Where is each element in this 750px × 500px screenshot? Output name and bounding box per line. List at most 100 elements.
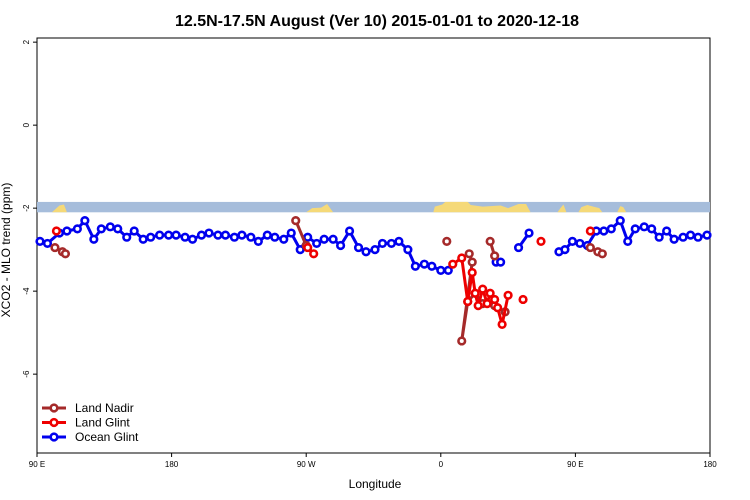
x-tick-label: 90 W	[297, 460, 316, 469]
ocean-band	[37, 201, 710, 213]
ocean-glint-point	[204, 228, 214, 238]
x-tick-label: 90 E	[567, 460, 583, 469]
land-nadir-point	[442, 236, 452, 246]
ocean-glint-point	[436, 265, 446, 276]
ocean-glint-point	[606, 224, 616, 234]
land-nadir-point	[50, 242, 60, 253]
chart-title: 12.5N-17.5N August (Ver 10) 2015-01-01 t…	[175, 13, 579, 30]
plot-frame	[36, 37, 711, 454]
ocean-glint-point	[164, 230, 174, 240]
ocean-glint-point	[35, 236, 45, 246]
ocean-glint-point	[496, 257, 506, 267]
ocean-glint-point	[138, 234, 148, 244]
ocean-glint-point	[410, 261, 420, 271]
x-tick-label: 0	[439, 460, 444, 469]
ocean-glint-point	[427, 261, 437, 271]
ocean-glint-point	[62, 226, 72, 236]
ocean-glint-point	[524, 228, 534, 238]
y-tick-label: -4	[22, 287, 31, 295]
y-tick-label: 0	[22, 122, 31, 127]
ocean-glint-point	[89, 234, 99, 244]
ocean-glint-point	[105, 222, 115, 232]
x-tick-label: 180	[703, 460, 717, 469]
land-nadir-point	[490, 251, 500, 261]
x-axis: 90 E 180 90 W 0 90 E 180	[29, 453, 717, 469]
land-glint-point	[473, 301, 483, 311]
land-glint-point	[303, 242, 313, 253]
ocean-glint-point	[567, 236, 578, 246]
land-glint-point	[493, 303, 503, 313]
ocean-glint-point	[662, 226, 672, 236]
land-mass	[306, 204, 334, 213]
ocean-glint-point	[246, 232, 256, 242]
ocean-glint-point	[353, 242, 364, 253]
land-mass	[617, 206, 627, 213]
ocean-glint-point	[237, 230, 247, 240]
ocean-glint-point	[270, 232, 280, 242]
legend-marker-land-nadir	[49, 403, 59, 413]
legend-marker-ocean-glint	[49, 432, 59, 442]
land-nadir-point	[467, 257, 477, 267]
ocean-glint-point	[279, 234, 289, 244]
legend-label-ocean-glint: Ocean Glint	[75, 430, 139, 444]
ocean-glint-point	[42, 238, 53, 249]
land-nadir-point	[485, 236, 495, 246]
land-nadir-point	[60, 249, 71, 259]
land-glint-point	[497, 319, 507, 329]
ocean-glint-point	[678, 232, 688, 242]
ocean-glint-point	[180, 232, 190, 242]
ocean-glint-point	[669, 234, 679, 244]
ocean-glint-point	[303, 232, 313, 242]
ocean-glint-point	[370, 245, 380, 255]
ocean-glint-point	[403, 245, 413, 255]
land-glint-point	[457, 253, 467, 263]
ocean-glint-point	[630, 224, 640, 234]
ocean-glint-point	[443, 265, 453, 276]
x-axis-label: Longitude	[349, 477, 402, 491]
land-ocean-band	[37, 201, 710, 213]
legend-label-land-glint: Land Glint	[75, 416, 130, 430]
ocean-glint-point	[113, 224, 123, 234]
land-glint-point	[490, 294, 500, 305]
ocean-glint-point	[72, 224, 82, 234]
ocean-glint-point	[344, 226, 355, 236]
land-glint-point	[585, 226, 595, 236]
ocean-glint-point	[654, 232, 664, 242]
y-axis-label: XCO2 - MLO trend (ppm)	[0, 183, 13, 318]
x-tick-label: 180	[165, 460, 179, 469]
ocean-glint-point	[394, 236, 404, 246]
ocean-glint-point	[693, 232, 703, 242]
ocean-glint-point	[253, 236, 263, 246]
y-axis: 2 0 -2 -4 -6	[22, 39, 37, 378]
land-mass	[51, 204, 67, 213]
ocean-glint-point	[575, 238, 585, 249]
ocean-glint-point	[615, 216, 625, 226]
ocean-glint-point	[599, 226, 609, 236]
ocean-glint-point	[419, 259, 429, 269]
ocean-glint-point	[328, 234, 338, 244]
ocean-glint-point	[187, 234, 198, 244]
legend-marker-land-glint	[49, 417, 59, 428]
ocean-glint-point	[361, 247, 371, 257]
land-glint-point	[463, 296, 473, 307]
ocean-glint-point	[262, 230, 272, 240]
ocean-glint-point	[319, 234, 329, 244]
ocean-glint-point	[623, 236, 633, 246]
land-nadir-point	[585, 242, 595, 253]
land-glint-point	[309, 249, 319, 259]
ocean-glint-point	[122, 232, 132, 242]
land-glint-point	[467, 267, 477, 278]
land-mass	[433, 201, 531, 213]
land-nadir-point	[457, 336, 467, 346]
land-glint-point	[51, 226, 62, 236]
ocean-glint-point	[155, 230, 165, 240]
ocean-glint-point	[229, 232, 240, 242]
land-glint-point	[482, 299, 492, 309]
land-glint-point	[448, 259, 458, 269]
ocean-glint-point	[295, 245, 305, 255]
legend-label-land-nadir: Land Nadir	[75, 401, 134, 415]
land-nadir-point	[597, 249, 607, 259]
ocean-glint-point	[386, 238, 397, 249]
